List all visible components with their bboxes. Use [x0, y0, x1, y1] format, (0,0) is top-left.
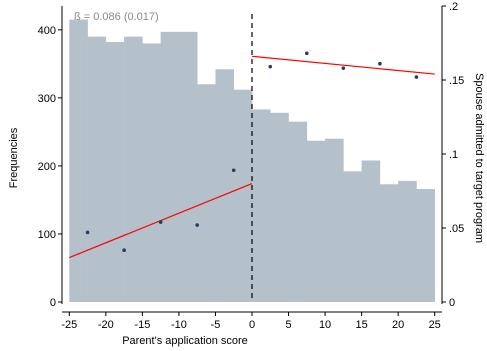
histogram-bar — [87, 36, 107, 302]
histogram-bars — [69, 19, 435, 303]
bin-mean-point — [414, 75, 419, 79]
x-axis-label: Parent's application score — [122, 335, 248, 347]
histogram-bar — [105, 42, 125, 303]
bin-mean-point — [158, 220, 163, 224]
histogram-bar — [252, 109, 271, 302]
right-y-tick-label: .15 — [449, 75, 464, 87]
right-y-tick-label: .1 — [449, 149, 458, 161]
x-tick-label: 15 — [355, 319, 367, 331]
bin-mean-point — [378, 61, 382, 66]
left-y-tick-label: 300 — [38, 93, 56, 105]
histogram-bar — [69, 19, 88, 303]
x-tick-label: -10 — [171, 319, 187, 331]
histogram-bar — [215, 69, 235, 302]
right-y-tick-label: .05 — [449, 223, 464, 235]
right-y-tick-label: 0 — [449, 297, 455, 309]
histogram-bar — [416, 189, 435, 302]
left-y-tick-label: 200 — [38, 161, 56, 173]
histogram-bar — [398, 180, 417, 302]
x-tick-label: 5 — [285, 319, 291, 331]
histogram-bar — [197, 84, 216, 303]
left-y-tick-label: 100 — [38, 229, 56, 241]
bin-mean-point — [85, 230, 90, 235]
left-y-tick-label: 400 — [38, 25, 56, 37]
coefficient-annotation: ß = 0.086 (0.017) — [74, 11, 159, 23]
histogram-bar — [361, 160, 381, 302]
x-tick-label: 20 — [392, 319, 404, 331]
bin-mean-point — [268, 64, 273, 69]
x-tick-label: -20 — [98, 319, 114, 331]
right-y-axis-label: Spouse admitted to target program — [473, 73, 485, 243]
histogram-bar — [306, 140, 326, 302]
x-tick-label: -15 — [134, 319, 150, 331]
bin-mean-points — [85, 51, 419, 252]
bin-mean-point — [122, 248, 126, 252]
right-y-tick-label: .2 — [449, 1, 458, 13]
bin-mean-point — [231, 168, 236, 173]
histogram-bar — [233, 89, 253, 302]
x-tick-label: 10 — [319, 319, 331, 331]
bin-mean-point — [305, 51, 309, 56]
histogram-bar — [288, 121, 308, 302]
x-tick-label: 0 — [249, 319, 255, 331]
left-y-axis-label: Frequencies — [8, 127, 20, 188]
left-y-tick-label: 0 — [50, 297, 56, 309]
bin-mean-point — [195, 223, 199, 227]
axes: -25 -20 -15 -10 -5 0 5 10 15 20 25 0 100 200 300 400 0 .0… — [38, 1, 465, 331]
histogram-bar — [325, 138, 344, 302]
histogram-bar — [124, 36, 143, 302]
histogram-bar — [343, 171, 362, 302]
histogram-bar — [160, 31, 180, 302]
x-tick-label: 25 — [429, 319, 441, 331]
fit-line — [251, 55, 435, 75]
x-tick-label: -5 — [211, 319, 221, 331]
histogram-bar — [142, 43, 161, 302]
histogram-bar — [178, 31, 198, 302]
bin-mean-point — [341, 66, 346, 70]
histogram-bar — [379, 184, 399, 302]
histogram-bar — [270, 112, 289, 302]
x-tick-label: -25 — [61, 319, 77, 331]
